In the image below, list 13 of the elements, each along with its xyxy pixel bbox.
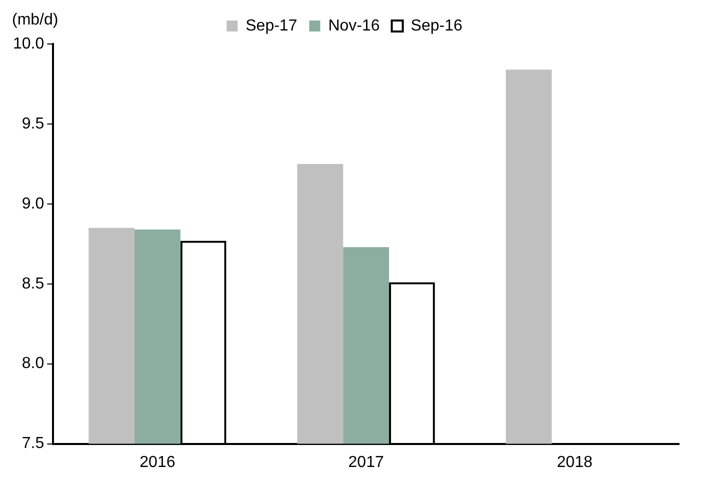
y-tick-label: 9.0 (22, 195, 44, 212)
legend-label: Nov-16 (328, 17, 380, 34)
y-tick-label: 7.5 (22, 435, 44, 452)
y-axis-title: (mb/d) (12, 11, 58, 28)
x-tick-label: 2018 (556, 454, 593, 471)
x-tick-label: 2016 (140, 454, 176, 471)
x-tick-label: 2017 (348, 454, 384, 471)
y-tick-label: 9.5 (22, 115, 44, 132)
y-tick-label: 8.5 (22, 275, 44, 292)
legend-label: Sep-16 (410, 17, 462, 34)
legend-label: Sep-17 (246, 17, 298, 34)
y-tick-label: 10.0 (13, 35, 44, 52)
y-tick-label: 8.0 (22, 355, 44, 372)
